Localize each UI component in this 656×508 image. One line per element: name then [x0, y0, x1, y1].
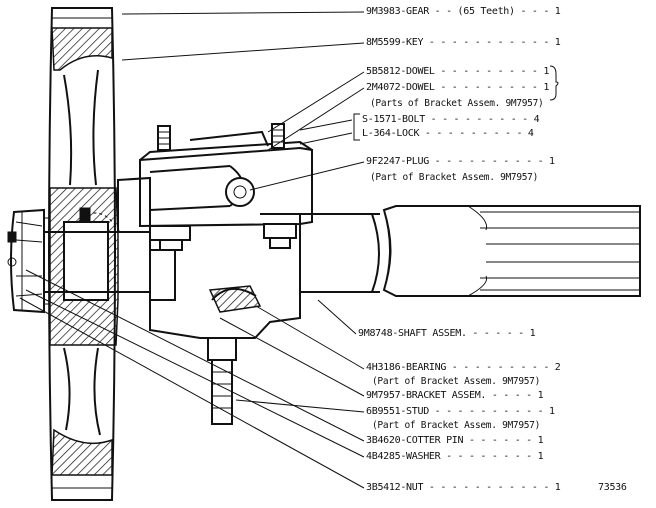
- label-plug-note: (Part of Bracket Assem. 9M7957): [370, 172, 539, 183]
- label-dowel-2: 2M4072-DOWEL - - - - - - - - - 1: [366, 82, 550, 93]
- label-dowel-1: 5B5812-DOWEL - - - - - - - - - 1: [366, 66, 550, 77]
- figure-number: 73536: [598, 482, 627, 493]
- leader-lines: [19, 11, 365, 489]
- label-nut: 3B5412-NUT - - - - - - - - - - - 1: [366, 482, 561, 493]
- label-stud: 6B9551-STUD - - - - - - - - - - 1: [366, 406, 555, 417]
- label-cotter-pin: 3B4620-COTTER PIN - - - - - - 1: [366, 435, 544, 446]
- bolt-lock-bracket: [353, 113, 360, 141]
- label-shaft: 9M8748-SHAFT ASSEM. - - - - - 1: [358, 328, 536, 339]
- label-gear: 9M3983-GEAR - - (65 Teeth) - - - 1: [366, 6, 561, 17]
- label-plug: 9F2247-PLUG - - - - - - - - - - 1: [366, 156, 555, 167]
- shaft-assembly: [44, 205, 641, 297]
- label-bearing: 4H3186-BEARING - - - - - - - - - 2: [366, 362, 561, 373]
- gear-wheel: [48, 7, 119, 501]
- dowel-brace: [549, 65, 559, 101]
- label-lock: L-364-LOCK - - - - - - - - - 4: [362, 128, 534, 139]
- label-bolt: S-1571-BOLT - - - - - - - - - 4: [362, 114, 540, 125]
- label-key: 8M5599-KEY - - - - - - - - - - - 1: [366, 37, 561, 48]
- label-bracket: 9M7957-BRACKET ASSEM. - - - - 1: [366, 390, 544, 401]
- label-bearing-note: (Part of Bracket Assem. 9M7957): [372, 376, 541, 387]
- shaft-nut: [7, 208, 50, 314]
- label-washer: 4B4285-WASHER - - - - - - - - 1: [366, 451, 544, 462]
- label-stud-note: (Part of Bracket Assem. 9M7957): [372, 420, 541, 431]
- label-dowel-note: (Parts of Bracket Assem. 9M7957): [370, 98, 544, 109]
